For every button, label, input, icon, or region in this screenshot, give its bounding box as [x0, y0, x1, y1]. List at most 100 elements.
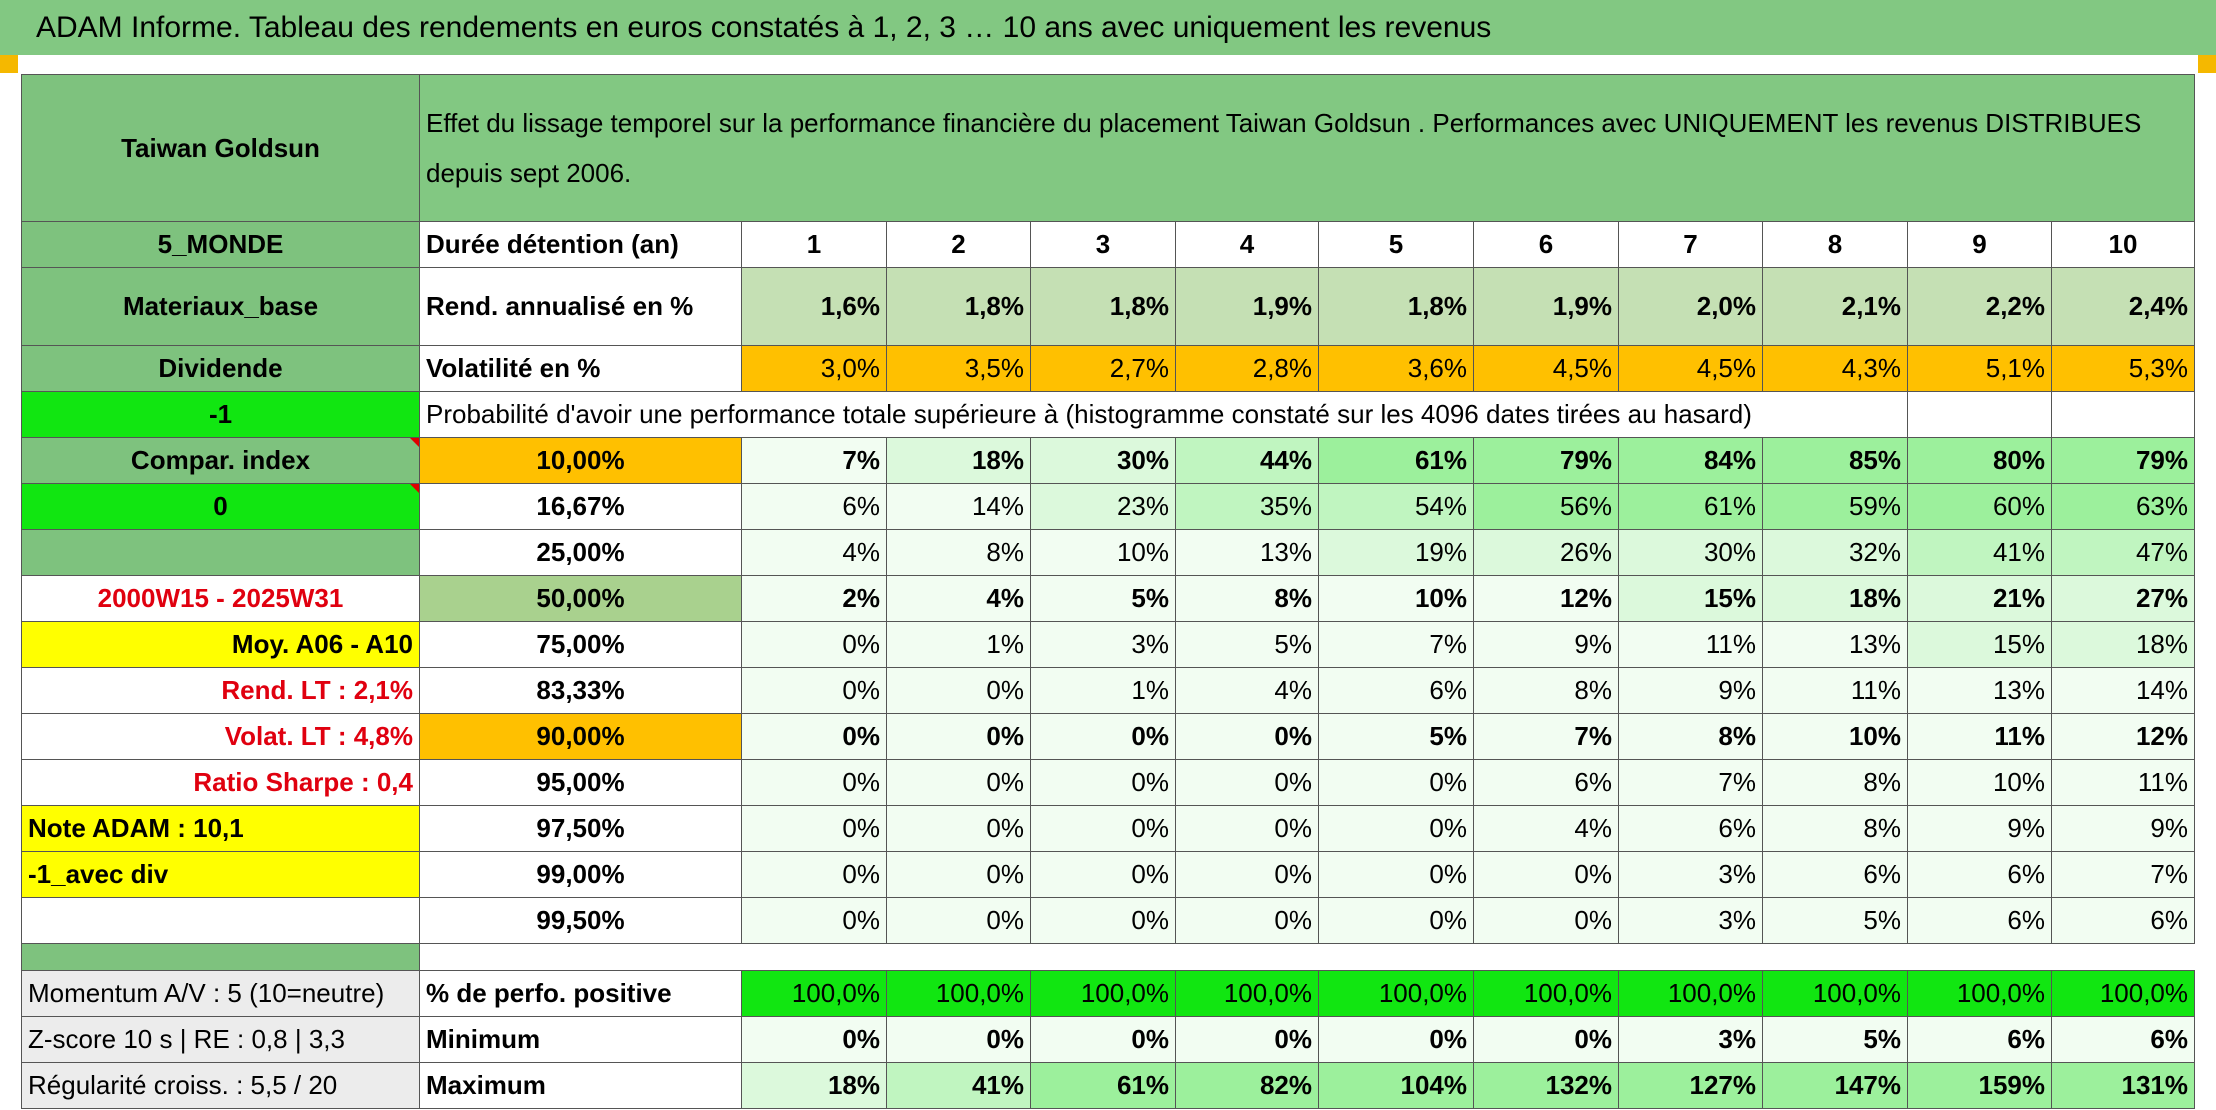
probability-cell: 10% [1318, 575, 1474, 622]
probability-cell: 8% [1618, 713, 1763, 760]
probability-cell: 9% [1618, 667, 1763, 714]
probability-cell: 7% [1473, 713, 1619, 760]
sector-label: Materiaux_base [21, 267, 420, 346]
minimum-cell: 0% [1175, 1016, 1319, 1063]
volatility-cell: 3,5% [886, 345, 1031, 392]
probability-cell: 84% [1618, 437, 1763, 484]
maximum-cell: 147% [1762, 1062, 1908, 1109]
probability-cell: 30% [1030, 437, 1176, 484]
threshold-row: Volat. LT : 4,8% 90,00% 0% 0% 0% 0% 5% 7% 8% 10% 1… [21, 713, 2195, 760]
positive-cell: 100,0% [1030, 970, 1176, 1017]
positive-cell: 100,0% [741, 970, 887, 1017]
probability-caption: Probabilité d'avoir une performance tota… [419, 391, 1908, 438]
probability-cell: 13% [1762, 621, 1908, 668]
probability-cell: 0% [741, 851, 887, 898]
probability-cell: 0% [1175, 759, 1319, 806]
performance-table: Taiwan Goldsun Effet du lissage temporel … [21, 74, 2195, 1109]
probability-cell: 5% [1175, 621, 1319, 668]
volatility-cell: 3,6% [1318, 345, 1474, 392]
empty-cell [1907, 391, 2052, 438]
probability-cell: 0% [1030, 759, 1176, 806]
dividend-code: -1_avec div [21, 851, 420, 898]
yield-cell: 2,2% [1907, 267, 2052, 346]
maximum-cell: 41% [886, 1062, 1031, 1109]
year-header: 1 [741, 221, 887, 268]
sharpe-ratio: Ratio Sharpe : 0,4 [21, 759, 420, 806]
minimum-cell: 5% [1762, 1016, 1908, 1063]
probability-cell: 0% [1030, 897, 1176, 944]
probability-cell: 13% [1907, 667, 2052, 714]
positive-cell: 100,0% [1175, 970, 1319, 1017]
positive-label: % de perfo. positive [419, 970, 742, 1017]
threshold-row: 2000W15 - 2025W31 50,00% 2% 4% 5% 8% 10% 12% 15%… [21, 575, 2195, 622]
probability-cell: 47% [2051, 529, 2195, 576]
probability-cell: 3% [1618, 851, 1763, 898]
probability-cell: 26% [1473, 529, 1619, 576]
probability-cell: 0% [741, 805, 887, 852]
maximum-cell: 132% [1473, 1062, 1619, 1109]
yield-row: Materiaux_base Rend. annualisé en % 1,6% 1,… [21, 267, 2195, 346]
probability-cell: 0% [886, 759, 1031, 806]
probability-cell: 9% [1473, 621, 1619, 668]
threshold-row: Moy. A06 - A10 75,00% 0% 1% 3% 5% 7% 9% 11% 13% 15… [21, 621, 2195, 668]
probability-cell: 0% [886, 851, 1031, 898]
volatility-label: Volatilité en % [419, 345, 742, 392]
probability-cell: 0% [1030, 851, 1176, 898]
positive-cell: 100,0% [2051, 970, 2195, 1017]
threshold-value: 99,50% [419, 897, 742, 944]
probability-cell: 7% [1318, 621, 1474, 668]
probability-cell: 0% [1175, 851, 1319, 898]
positive-cell: 100,0% [1762, 970, 1908, 1017]
probability-cell: 0% [1030, 713, 1176, 760]
probability-cell: 44% [1175, 437, 1319, 484]
probability-cell: 0% [886, 713, 1031, 760]
spacer-row [21, 943, 2195, 971]
probability-cell: 6% [2051, 897, 2195, 944]
probability-cell: 6% [1907, 851, 2052, 898]
probability-cell: 14% [2051, 667, 2195, 714]
probability-cell: 6% [1907, 897, 2052, 944]
average-label: Moy. A06 - A10 [21, 621, 420, 668]
probability-cell: 0% [1175, 805, 1319, 852]
probability-cell: 5% [1762, 897, 1908, 944]
year-header: 2 [886, 221, 1031, 268]
positive-cell: 100,0% [1618, 970, 1763, 1017]
probability-cell: 11% [1762, 667, 1908, 714]
type-label: Dividende [21, 345, 420, 392]
period-label: 2000W15 - 2025W31 [21, 575, 420, 622]
minimum-cell: 0% [1473, 1016, 1619, 1063]
maximum-cell: 18% [741, 1062, 887, 1109]
probability-cell: 8% [1762, 805, 1908, 852]
probability-cell: 3% [1618, 897, 1763, 944]
probability-cell: 4% [1473, 805, 1619, 852]
probability-cell: 0% [1318, 805, 1474, 852]
spacer-cell [420, 944, 2195, 971]
maximum-cell: 131% [2051, 1062, 2195, 1109]
minimum-cell: 0% [886, 1016, 1031, 1063]
yield-cell: 1,8% [886, 267, 1031, 346]
fund-name: Taiwan Goldsun [21, 74, 420, 222]
duration-label: Durée détention (an) [419, 221, 742, 268]
probability-cell: 9% [2051, 805, 2195, 852]
probability-cell: 1% [886, 621, 1031, 668]
probability-cell: 8% [1473, 667, 1619, 714]
probability-cell: 54% [1318, 483, 1474, 530]
probability-cell: 23% [1030, 483, 1176, 530]
probability-cell: 10% [1907, 759, 2052, 806]
positive-cell: 100,0% [1473, 970, 1619, 1017]
year-header: 10 [2051, 221, 2195, 268]
maximum-cell: 61% [1030, 1062, 1176, 1109]
probability-cell: 59% [1762, 483, 1908, 530]
probability-caption-row: -1 Probabilité d'avoir une performance to… [21, 391, 2195, 438]
probability-cell: 0% [741, 667, 887, 714]
zscore-label: Z-score 10 s | RE : 0,8 | 3,3 [21, 1016, 420, 1063]
volatility-cell: 2,7% [1030, 345, 1176, 392]
threshold-value: 97,50% [419, 805, 742, 852]
threshold-row: Compar. index 10,00% 7% 18% 30% 44% 61% 79% 84% 8… [21, 437, 2195, 484]
performance-table-body: Taiwan Goldsun Effet du lissage temporel … [21, 74, 2195, 1109]
compar-index-label: Compar. index [21, 437, 420, 484]
probability-cell: 6% [1762, 851, 1908, 898]
probability-cell: 0% [1473, 897, 1619, 944]
momentum-label: Momentum A/V : 5 (10=neutre) [21, 970, 420, 1017]
probability-cell: 6% [1618, 805, 1763, 852]
